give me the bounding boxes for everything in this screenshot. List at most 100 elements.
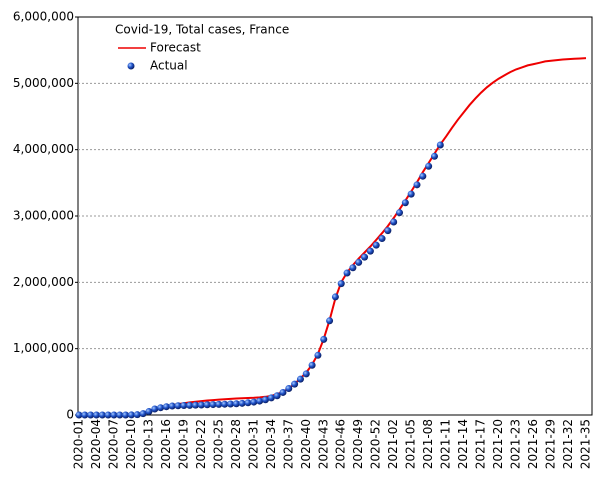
actual-point — [390, 218, 398, 226]
actual-point — [343, 269, 351, 277]
actual-point — [168, 402, 176, 410]
actual-point — [133, 411, 141, 419]
actual-point — [238, 399, 246, 407]
x-tick-label: 2020-04 — [89, 419, 103, 469]
actual-point — [98, 411, 106, 419]
actual-point — [296, 375, 304, 383]
actual-point — [401, 199, 409, 207]
x-tick-label: 2021-11 — [439, 419, 453, 469]
chart-title: Covid-19, Total cases, France — [115, 23, 289, 37]
actual-point — [192, 401, 200, 409]
x-tick-label: 2021-23 — [509, 419, 523, 469]
actual-point — [419, 172, 427, 180]
actual-point — [110, 411, 118, 419]
x-tick-label: 2020-46 — [334, 419, 348, 469]
actual-point — [81, 411, 89, 419]
x-tick-label: 2021-35 — [579, 419, 593, 469]
x-tick-label: 2020-34 — [264, 419, 278, 469]
actual-point — [349, 264, 357, 272]
actual-point — [87, 411, 95, 419]
y-tick-label: 6,000,000 — [13, 10, 74, 24]
actual-point — [116, 411, 124, 419]
x-tick-label: 2020-13 — [141, 419, 155, 469]
actual-point — [122, 411, 130, 419]
actual-point — [186, 401, 194, 409]
y-tick-label: 2,000,000 — [13, 275, 74, 289]
legend-label: Forecast — [150, 41, 201, 55]
y-tick-label: 1,000,000 — [13, 341, 74, 355]
actual-point — [203, 401, 211, 409]
actual-point — [366, 247, 374, 255]
x-tick-label: 2021-26 — [526, 419, 540, 469]
actual-point — [174, 402, 182, 410]
actual-point — [209, 401, 217, 409]
actual-point — [244, 399, 252, 407]
x-tick-label: 2020-10 — [124, 419, 138, 469]
x-tick-label: 2021-20 — [491, 419, 505, 469]
y-tick-label: 0 — [66, 408, 74, 422]
actual-point — [151, 405, 159, 413]
actual-point — [326, 317, 334, 325]
actual-point — [331, 293, 339, 301]
actual-point — [384, 227, 392, 235]
x-tick-label: 2021-02 — [386, 419, 400, 469]
actual-point — [396, 209, 404, 217]
actual-point — [355, 258, 363, 266]
x-tick-label: 2020-07 — [106, 419, 120, 469]
x-tick-label: 2020-52 — [369, 419, 383, 469]
actual-point — [75, 411, 83, 419]
y-tick-label: 4,000,000 — [13, 142, 74, 156]
actual-point — [308, 361, 316, 369]
x-tick-label: 2020-43 — [316, 419, 330, 469]
x-tick-label: 2020-28 — [229, 419, 243, 469]
actual-point — [232, 400, 240, 408]
x-tick-label: 2021-29 — [544, 419, 558, 469]
actual-point — [372, 241, 380, 249]
x-tick-label: 2021-32 — [561, 419, 575, 469]
actual-point — [436, 141, 444, 149]
actual-point — [256, 397, 264, 405]
x-tick-label: 2020-19 — [176, 419, 190, 469]
actual-point — [425, 162, 433, 170]
actual-point — [180, 402, 188, 410]
actual-point — [267, 394, 275, 402]
actual-point — [279, 388, 287, 396]
actual-point — [320, 335, 328, 343]
forecast-line — [79, 57, 587, 416]
actual-point — [104, 411, 112, 419]
legend-swatch — [127, 62, 135, 70]
x-tick-label: 2021-05 — [404, 419, 418, 469]
actual-point — [291, 380, 299, 388]
actual-point — [361, 253, 369, 261]
actual-point — [285, 384, 293, 392]
y-tick-label: 5,000,000 — [13, 76, 74, 90]
x-tick-label: 2020-40 — [299, 419, 313, 469]
actual-point — [250, 398, 258, 406]
actual-point — [337, 280, 345, 288]
legend-label: Actual — [150, 59, 188, 73]
x-tick-label: 2020-25 — [211, 419, 225, 469]
y-tick-label: 3,000,000 — [13, 209, 74, 223]
x-tick-label: 2020-37 — [281, 419, 295, 469]
actual-point — [273, 392, 281, 400]
actual-point — [162, 403, 170, 411]
actual-point — [302, 370, 310, 378]
x-tick-label: 2020-01 — [72, 419, 86, 469]
actual-point — [407, 190, 415, 198]
actual-point — [157, 404, 165, 412]
actual-point — [413, 181, 421, 189]
x-tick-label: 2020-22 — [194, 419, 208, 469]
x-tick-label: 2021-14 — [456, 419, 470, 469]
x-tick-label: 2020-31 — [246, 419, 260, 469]
actual-point — [215, 400, 223, 408]
actual-point — [227, 400, 235, 408]
x-tick-label: 2021-08 — [421, 419, 435, 469]
x-tick-label: 2021-17 — [474, 419, 488, 469]
actual-point — [197, 401, 205, 409]
actual-point — [127, 411, 135, 419]
actual-point — [92, 411, 100, 419]
actual-point — [430, 152, 438, 160]
actual-point — [314, 351, 322, 359]
actual-point — [145, 408, 153, 416]
